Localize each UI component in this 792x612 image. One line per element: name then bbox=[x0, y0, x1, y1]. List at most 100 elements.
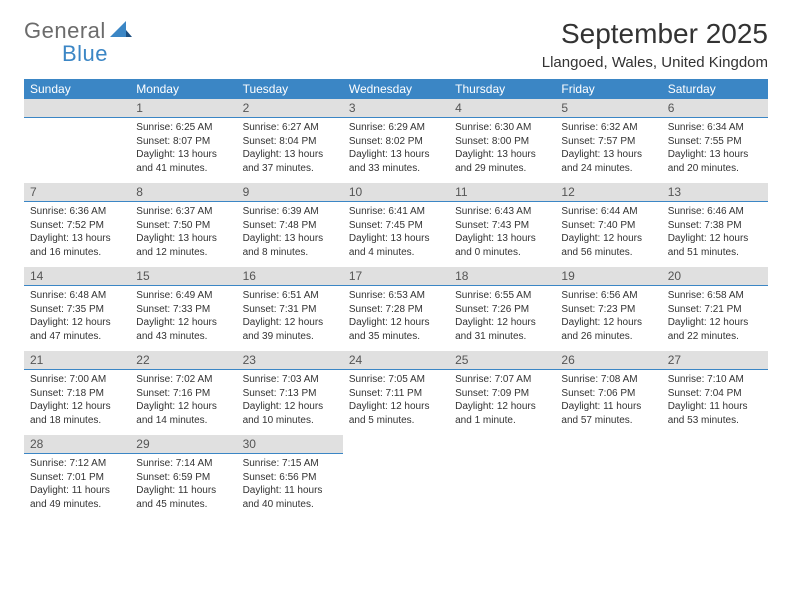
sunrise-value: 6:56 AM bbox=[601, 290, 638, 301]
day-cell-body: Sunrise: 6:25 AMSunset: 8:07 PMDaylight:… bbox=[130, 118, 236, 183]
day-details: Sunrise: 7:00 AMSunset: 7:18 PMDaylight:… bbox=[24, 370, 130, 435]
daylight-line: Daylight: 11 hours and 49 minutes. bbox=[30, 484, 124, 511]
sunrise-line: Sunrise: 6:58 AM bbox=[668, 289, 762, 303]
day-cell-bar: 17 bbox=[343, 267, 449, 286]
day-details: Sunrise: 6:27 AMSunset: 8:04 PMDaylight:… bbox=[237, 118, 343, 183]
sunset-value: 6:59 PM bbox=[173, 472, 210, 483]
brand-logo: General Blue bbox=[24, 18, 132, 67]
sunset-line: Sunset: 7:48 PM bbox=[243, 219, 337, 233]
sunset-label: Sunset: bbox=[349, 136, 383, 147]
daylight-label: Daylight: bbox=[30, 485, 69, 496]
day-details: Sunrise: 7:03 AMSunset: 7:13 PMDaylight:… bbox=[237, 370, 343, 435]
daylight-line: Daylight: 13 hours and 4 minutes. bbox=[349, 232, 443, 259]
daybody-row: Sunrise: 6:25 AMSunset: 8:07 PMDaylight:… bbox=[24, 118, 768, 183]
sunrise-line: Sunrise: 6:51 AM bbox=[243, 289, 337, 303]
daylight-label: Daylight: bbox=[30, 233, 69, 244]
sunset-value: 7:31 PM bbox=[279, 304, 316, 315]
daylight-label: Daylight: bbox=[243, 485, 282, 496]
sunrise-line: Sunrise: 6:46 AM bbox=[668, 205, 762, 219]
day-cell-bar bbox=[449, 435, 555, 454]
sunset-label: Sunset: bbox=[243, 304, 277, 315]
day-cell-bar bbox=[24, 99, 130, 118]
sunset-label: Sunset: bbox=[668, 304, 702, 315]
day-details: Sunrise: 7:08 AMSunset: 7:06 PMDaylight:… bbox=[555, 370, 661, 435]
sunset-line: Sunset: 8:04 PM bbox=[243, 135, 337, 149]
sunset-line: Sunset: 6:59 PM bbox=[136, 471, 230, 485]
sunset-line: Sunset: 7:16 PM bbox=[136, 387, 230, 401]
day-cell-bar: 26 bbox=[555, 351, 661, 370]
sunset-value: 7:09 PM bbox=[492, 388, 529, 399]
daylight-label: Daylight: bbox=[349, 233, 388, 244]
sunset-line: Sunset: 7:21 PM bbox=[668, 303, 762, 317]
day-cell-bar bbox=[662, 435, 768, 454]
sunset-line: Sunset: 7:33 PM bbox=[136, 303, 230, 317]
day-cell-body: Sunrise: 7:10 AMSunset: 7:04 PMDaylight:… bbox=[662, 370, 768, 435]
day-details: Sunrise: 6:30 AMSunset: 8:00 PMDaylight:… bbox=[449, 118, 555, 183]
sunrise-value: 6:34 AM bbox=[707, 122, 744, 133]
day-number: 8 bbox=[130, 183, 236, 202]
daylight-line: Daylight: 13 hours and 41 minutes. bbox=[136, 148, 230, 175]
sunset-line: Sunset: 7:09 PM bbox=[455, 387, 549, 401]
sunset-line: Sunset: 7:40 PM bbox=[561, 219, 655, 233]
daylight-label: Daylight: bbox=[30, 317, 69, 328]
sunrise-label: Sunrise: bbox=[30, 458, 67, 469]
day-details: Sunrise: 6:34 AMSunset: 7:55 PMDaylight:… bbox=[662, 118, 768, 183]
day-cell-bar: 2 bbox=[237, 99, 343, 118]
weekday-header: Sunday bbox=[24, 79, 130, 99]
daylight-label: Daylight: bbox=[136, 317, 175, 328]
weekday-header: Tuesday bbox=[237, 79, 343, 99]
day-cell-body: Sunrise: 6:32 AMSunset: 7:57 PMDaylight:… bbox=[555, 118, 661, 183]
sunrise-label: Sunrise: bbox=[349, 374, 386, 385]
day-cell-bar: 13 bbox=[662, 183, 768, 202]
day-number: 25 bbox=[449, 351, 555, 370]
sunset-line: Sunset: 8:00 PM bbox=[455, 135, 549, 149]
sunset-label: Sunset: bbox=[455, 388, 489, 399]
day-details: Sunrise: 7:02 AMSunset: 7:16 PMDaylight:… bbox=[130, 370, 236, 435]
sunrise-value: 6:32 AM bbox=[601, 122, 638, 133]
daylight-label: Daylight: bbox=[455, 233, 494, 244]
daylight-line: Daylight: 13 hours and 20 minutes. bbox=[668, 148, 762, 175]
sunset-line: Sunset: 7:31 PM bbox=[243, 303, 337, 317]
sunrise-line: Sunrise: 6:27 AM bbox=[243, 121, 337, 135]
day-details: Sunrise: 6:36 AMSunset: 7:52 PMDaylight:… bbox=[24, 202, 130, 267]
sunset-line: Sunset: 7:13 PM bbox=[243, 387, 337, 401]
sunset-label: Sunset: bbox=[30, 220, 64, 231]
daylight-line: Daylight: 12 hours and 22 minutes. bbox=[668, 316, 762, 343]
day-number: 6 bbox=[662, 99, 768, 118]
daylight-line: Daylight: 13 hours and 37 minutes. bbox=[243, 148, 337, 175]
daylight-label: Daylight: bbox=[243, 401, 282, 412]
day-cell-body bbox=[449, 454, 555, 519]
day-cell-body: Sunrise: 6:41 AMSunset: 7:45 PMDaylight:… bbox=[343, 202, 449, 267]
header: General Blue September 2025 Llangoed, Wa… bbox=[24, 18, 768, 71]
sunrise-value: 6:29 AM bbox=[388, 122, 425, 133]
sunrise-line: Sunrise: 6:41 AM bbox=[349, 205, 443, 219]
sunset-label: Sunset: bbox=[136, 220, 170, 231]
empty-day-bar bbox=[24, 99, 130, 118]
sunrise-label: Sunrise: bbox=[243, 206, 280, 217]
day-cell-body: Sunrise: 7:05 AMSunset: 7:11 PMDaylight:… bbox=[343, 370, 449, 435]
day-cell-body: Sunrise: 7:12 AMSunset: 7:01 PMDaylight:… bbox=[24, 454, 130, 519]
sunset-value: 7:06 PM bbox=[598, 388, 635, 399]
sunrise-value: 6:27 AM bbox=[282, 122, 319, 133]
day-number: 15 bbox=[130, 267, 236, 286]
day-cell-body: Sunrise: 7:14 AMSunset: 6:59 PMDaylight:… bbox=[130, 454, 236, 519]
sunset-value: 7:45 PM bbox=[386, 220, 423, 231]
day-cell-bar: 4 bbox=[449, 99, 555, 118]
day-details: Sunrise: 7:15 AMSunset: 6:56 PMDaylight:… bbox=[237, 454, 343, 519]
day-cell-bar: 7 bbox=[24, 183, 130, 202]
sunset-line: Sunset: 7:06 PM bbox=[561, 387, 655, 401]
sunrise-label: Sunrise: bbox=[561, 122, 598, 133]
sunrise-label: Sunrise: bbox=[136, 122, 173, 133]
day-cell-bar: 12 bbox=[555, 183, 661, 202]
sunrise-line: Sunrise: 6:36 AM bbox=[30, 205, 124, 219]
sunrise-line: Sunrise: 6:39 AM bbox=[243, 205, 337, 219]
sunset-line: Sunset: 7:55 PM bbox=[668, 135, 762, 149]
sunset-value: 7:35 PM bbox=[67, 304, 104, 315]
sunset-value: 7:40 PM bbox=[598, 220, 635, 231]
day-cell-body: Sunrise: 6:30 AMSunset: 8:00 PMDaylight:… bbox=[449, 118, 555, 183]
sunset-label: Sunset: bbox=[668, 388, 702, 399]
day-number: 3 bbox=[343, 99, 449, 118]
day-number: 7 bbox=[24, 183, 130, 202]
sunrise-label: Sunrise: bbox=[455, 206, 492, 217]
daylight-line: Daylight: 11 hours and 53 minutes. bbox=[668, 400, 762, 427]
